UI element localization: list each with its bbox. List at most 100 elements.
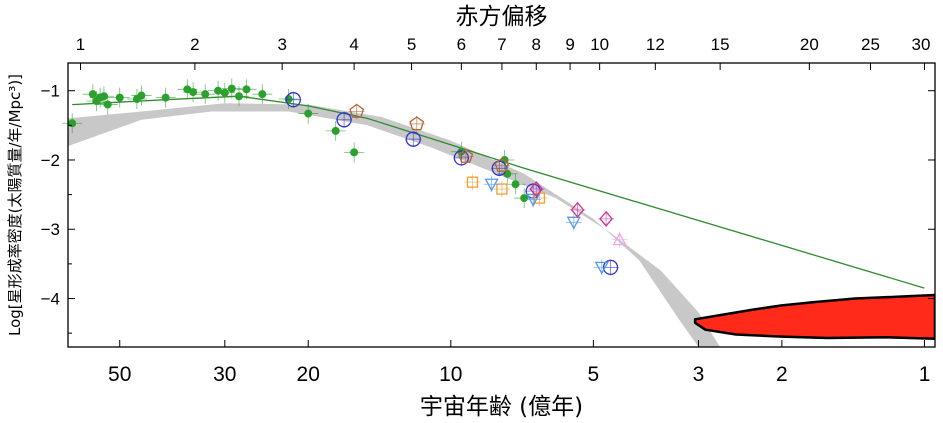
marker-open-triangle-down: [594, 261, 609, 275]
data-point: [593, 259, 610, 276]
data-point: [408, 115, 425, 132]
data-point: [464, 174, 481, 191]
x-bottom-tick-label: 50: [108, 363, 131, 386]
x-top-tick-label: 25: [861, 35, 880, 54]
marker-open-triangle-down: [526, 193, 541, 207]
data-point: [525, 191, 542, 208]
data-point: [598, 210, 615, 227]
red-region: [693, 293, 935, 340]
fit-line-layer: [72, 95, 925, 289]
marker-open-square: [496, 183, 508, 195]
marker-open-pentagon: [349, 103, 365, 118]
data-point: [348, 103, 365, 120]
y-tick-label: −3: [41, 220, 60, 239]
data-point: [344, 142, 365, 163]
data-point: [236, 79, 257, 100]
x-bottom-tick-label: 10: [439, 363, 462, 386]
marker-filled-circle: [331, 126, 340, 135]
marker-open-circle: [405, 131, 421, 147]
marker-filled-circle: [99, 92, 108, 101]
data-point: [155, 87, 176, 108]
grey-band-layer: [68, 103, 721, 347]
y-tick-label: −4: [41, 290, 60, 309]
bottom-axis-title: 宇宙年齢 (億年): [420, 394, 583, 420]
marker-filled-circle: [235, 92, 244, 101]
data-point: [195, 84, 216, 105]
axis-ticks-layer: [68, 63, 935, 347]
tick-labels-layer: −1−2−3−450 30 20 10 5 3 2 11 2 3 4 5 6 7 8 9 10 12 15 20 25 3…: [41, 35, 931, 386]
data-point: [505, 174, 526, 195]
x-bottom-tick-label: 1: [919, 363, 931, 386]
data-point: [405, 131, 422, 148]
marker-filled-circle: [520, 194, 529, 203]
marker-filled-circle: [88, 90, 97, 99]
data-point: [131, 85, 152, 106]
marker-filled-circle: [115, 93, 124, 102]
marker-open-pentagon: [458, 148, 474, 163]
data-point: [611, 231, 628, 248]
marker-open-triangle-down: [566, 216, 581, 230]
marker-open-pentagon: [409, 116, 425, 131]
data-points-layer: [62, 78, 628, 276]
marker-filled-circle: [189, 88, 198, 97]
y-axis-title: Log[星形成率密度(太陽質量/年/Mpc³)]: [6, 74, 24, 336]
data-point: [183, 82, 204, 103]
data-point: [214, 82, 235, 103]
marker-open-circle: [453, 150, 470, 166]
x-top-tick-label: 12: [646, 35, 665, 54]
data-point: [483, 176, 500, 193]
marker-open-square: [466, 176, 479, 188]
marker-filled-circle: [227, 84, 236, 93]
data-point: [493, 181, 510, 198]
data-point: [252, 84, 273, 105]
marker-open-diamond: [529, 181, 544, 198]
x-top-tick-label: 4: [349, 35, 358, 54]
data-point: [565, 214, 582, 231]
x-top-tick-label: 3: [277, 35, 286, 54]
marker-open-triangle-down: [484, 178, 499, 192]
marker-filled-circle: [258, 90, 267, 99]
x-top-tick-label: 2: [190, 35, 199, 54]
marker-open-diamond: [570, 201, 585, 218]
marker-open-pentagon: [494, 157, 510, 172]
data-point: [93, 86, 114, 107]
data-point: [221, 78, 242, 99]
data-point: [336, 111, 353, 128]
x-bottom-tick-label: 2: [776, 363, 788, 386]
data-point: [298, 103, 319, 124]
data-point: [493, 157, 510, 174]
data-point: [569, 201, 586, 218]
marker-filled-circle: [242, 85, 251, 94]
x-bottom-tick-label: 20: [297, 363, 320, 386]
grey-band: [68, 103, 721, 347]
data-point: [109, 87, 130, 108]
y-tick-label: −1: [41, 82, 60, 101]
data-point: [285, 91, 302, 108]
data-point: [325, 120, 346, 141]
marker-open-circle: [285, 92, 301, 108]
marker-filled-circle: [350, 148, 359, 157]
x-top-tick-label: 7: [497, 35, 506, 54]
marker-filled-circle: [214, 86, 223, 95]
x-bottom-tick-label: 3: [693, 363, 705, 386]
x-top-tick-label: 30: [912, 35, 931, 54]
data-point: [457, 148, 474, 165]
marker-filled-circle: [220, 88, 229, 97]
data-point: [126, 89, 147, 110]
marker-filled-circle: [103, 100, 112, 109]
marker-open-triangle-up: [612, 232, 627, 246]
x-top-tick-label: 5: [407, 35, 416, 54]
x-top-tick-label: 1: [76, 35, 85, 54]
x-top-tick-label: 9: [565, 35, 574, 54]
x-bottom-tick-label: 30: [213, 363, 236, 386]
marker-filled-circle: [137, 91, 146, 100]
x-top-tick-label: 8: [532, 35, 541, 54]
fit-line: [72, 95, 925, 289]
marker-filled-circle: [161, 93, 170, 102]
x-top-tick-label: 20: [800, 35, 819, 54]
data-point: [97, 94, 118, 115]
y-tick-label: −2: [41, 151, 60, 170]
red-region-layer: [693, 293, 935, 340]
marker-filled-circle: [68, 119, 77, 128]
